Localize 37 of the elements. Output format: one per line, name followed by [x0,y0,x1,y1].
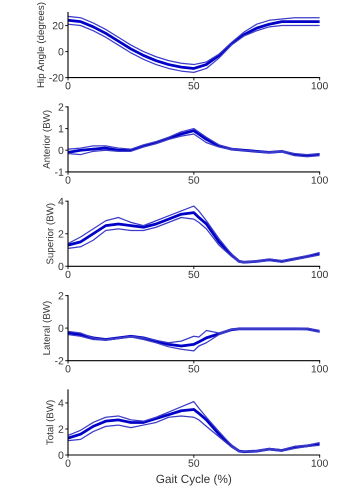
x-tick-label: 100 [312,270,328,278]
x-tick-label: 0 [66,82,70,90]
x-axis-title: Gait Cycle (%) [156,474,232,486]
y-tick-label: 4 [58,400,64,407]
x-tick-label: 100 [312,365,328,372]
x-tick-label: 50 [188,82,200,90]
x-tick-label: 50 [188,176,200,184]
x-tick-label: 100 [312,176,328,184]
y-tick-label: 20 [52,22,64,30]
y-axis-title: Superior (BW) [46,204,56,264]
x-tick-label: 50 [188,270,200,278]
x-tick-label: 0 [66,270,70,278]
y-axis-title: Anterior (BW) [42,110,52,169]
x-tick-label: 0 [66,176,70,184]
y-tick-label: 2 [58,103,64,111]
y-tick-label: 0 [58,324,64,332]
y-tick-label: -2 [55,357,64,364]
x-tick-label: 100 [312,459,328,467]
y-tick-label: 0 [58,262,64,270]
y-axis-title: Lateral (BW) [42,301,52,355]
y-tick-label: -20 [49,74,64,82]
x-tick-label: 0 [66,365,70,372]
y-tick-label: 0 [58,48,64,56]
y-tick-label: 2 [58,425,64,433]
y-tick-label: 4 [58,198,64,205]
y-axis-title: Total (BW) [46,400,56,445]
x-tick-label: 50 [188,365,200,372]
y-tick-label: 1 [58,125,64,132]
y-tick-label: 2 [58,292,64,300]
y-tick-label: 0 [58,452,64,459]
x-tick-label: 100 [312,82,328,90]
y-tick-label: 2 [58,230,64,238]
y-axis-title: Hip Angle (degrees) [36,2,46,88]
y-tick-label: 0 [58,146,64,154]
x-tick-label: 0 [66,459,70,467]
y-tick-label: -1 [55,168,64,176]
x-tick-label: 50 [188,459,200,467]
